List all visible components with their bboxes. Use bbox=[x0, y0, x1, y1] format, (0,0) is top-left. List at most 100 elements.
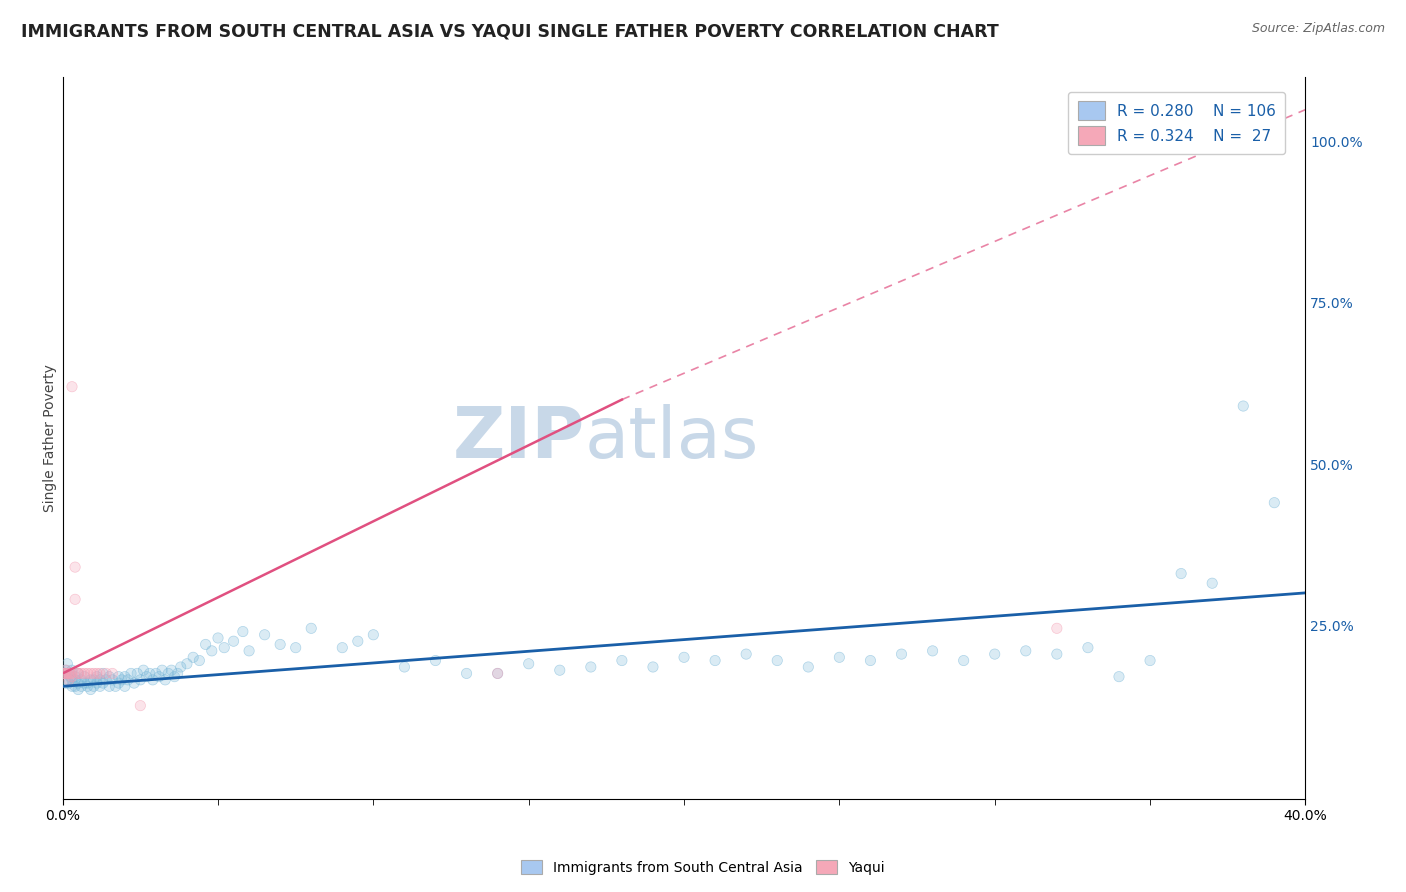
Point bbox=[194, 637, 217, 651]
Point bbox=[101, 666, 124, 681]
Point bbox=[63, 560, 86, 574]
Point bbox=[120, 666, 142, 681]
Point bbox=[104, 679, 127, 693]
Point bbox=[76, 666, 98, 681]
Point bbox=[107, 676, 129, 690]
Point bbox=[55, 663, 77, 677]
Point bbox=[983, 647, 1005, 661]
Point bbox=[346, 634, 368, 648]
Point bbox=[76, 676, 98, 690]
Point bbox=[67, 666, 90, 681]
Point bbox=[83, 666, 105, 681]
Point bbox=[1201, 576, 1223, 591]
Point bbox=[127, 666, 149, 681]
Point bbox=[166, 666, 188, 681]
Point bbox=[222, 634, 245, 648]
Point bbox=[98, 670, 121, 684]
Point bbox=[330, 640, 353, 655]
Point bbox=[101, 666, 124, 681]
Point bbox=[188, 654, 211, 668]
Point bbox=[79, 666, 101, 681]
Point bbox=[1170, 566, 1192, 581]
Point bbox=[145, 666, 167, 681]
Legend: Immigrants from South Central Asia, Yaqui: Immigrants from South Central Asia, Yaqu… bbox=[516, 855, 890, 880]
Point bbox=[58, 666, 80, 681]
Point bbox=[83, 679, 105, 693]
Point bbox=[486, 666, 509, 681]
Point bbox=[766, 654, 789, 668]
Point bbox=[59, 670, 82, 684]
Point bbox=[363, 628, 385, 642]
Point bbox=[83, 679, 105, 693]
Point bbox=[60, 673, 83, 687]
Point bbox=[117, 673, 139, 687]
Point bbox=[58, 673, 80, 687]
Point bbox=[170, 660, 193, 674]
Point bbox=[548, 663, 571, 677]
Point bbox=[1046, 647, 1069, 661]
Point bbox=[394, 660, 416, 674]
Point bbox=[1046, 647, 1069, 661]
Point bbox=[610, 654, 633, 668]
Point bbox=[1077, 640, 1099, 655]
Point bbox=[60, 679, 83, 693]
Point bbox=[63, 673, 86, 687]
Point bbox=[56, 666, 79, 681]
Point bbox=[238, 644, 260, 658]
Point bbox=[60, 380, 83, 394]
Point bbox=[1015, 644, 1038, 658]
Point bbox=[76, 666, 98, 681]
Point bbox=[58, 666, 80, 681]
Point bbox=[70, 673, 93, 687]
Point bbox=[425, 654, 447, 668]
Point bbox=[456, 666, 478, 681]
Point bbox=[52, 666, 75, 681]
Point bbox=[363, 628, 385, 642]
Point bbox=[55, 676, 77, 690]
Point bbox=[207, 631, 229, 645]
Point bbox=[188, 654, 211, 668]
Point bbox=[55, 663, 77, 677]
Y-axis label: Single Father Poverty: Single Father Poverty bbox=[44, 364, 58, 512]
Point bbox=[96, 666, 118, 681]
Point bbox=[160, 663, 183, 677]
Point bbox=[56, 666, 79, 681]
Point bbox=[70, 666, 93, 681]
Point bbox=[170, 660, 193, 674]
Point bbox=[96, 673, 118, 687]
Point bbox=[828, 650, 851, 665]
Point bbox=[86, 676, 108, 690]
Point bbox=[83, 673, 105, 687]
Point bbox=[456, 666, 478, 681]
Point bbox=[60, 663, 83, 677]
Point bbox=[735, 647, 758, 661]
Point bbox=[120, 666, 142, 681]
Point bbox=[346, 634, 368, 648]
Point bbox=[56, 657, 79, 671]
Text: ZIP: ZIP bbox=[453, 404, 585, 473]
Point bbox=[58, 673, 80, 687]
Point bbox=[73, 666, 96, 681]
Point bbox=[222, 634, 245, 648]
Point bbox=[60, 380, 83, 394]
Point bbox=[73, 676, 96, 690]
Point bbox=[73, 670, 96, 684]
Point bbox=[107, 670, 129, 684]
Point bbox=[1263, 496, 1285, 510]
Point bbox=[163, 670, 186, 684]
Point bbox=[150, 663, 173, 677]
Legend: R = 0.280    N = 106, R = 0.324    N =  27: R = 0.280 N = 106, R = 0.324 N = 27 bbox=[1069, 92, 1285, 154]
Point bbox=[129, 673, 152, 687]
Point bbox=[1139, 654, 1161, 668]
Point bbox=[269, 637, 291, 651]
Point bbox=[53, 666, 76, 681]
Point bbox=[135, 670, 157, 684]
Point bbox=[163, 670, 186, 684]
Point bbox=[67, 676, 90, 690]
Point bbox=[63, 560, 86, 574]
Point bbox=[673, 650, 696, 665]
Point bbox=[253, 628, 276, 642]
Point bbox=[63, 673, 86, 687]
Point bbox=[132, 663, 155, 677]
Point bbox=[79, 666, 101, 681]
